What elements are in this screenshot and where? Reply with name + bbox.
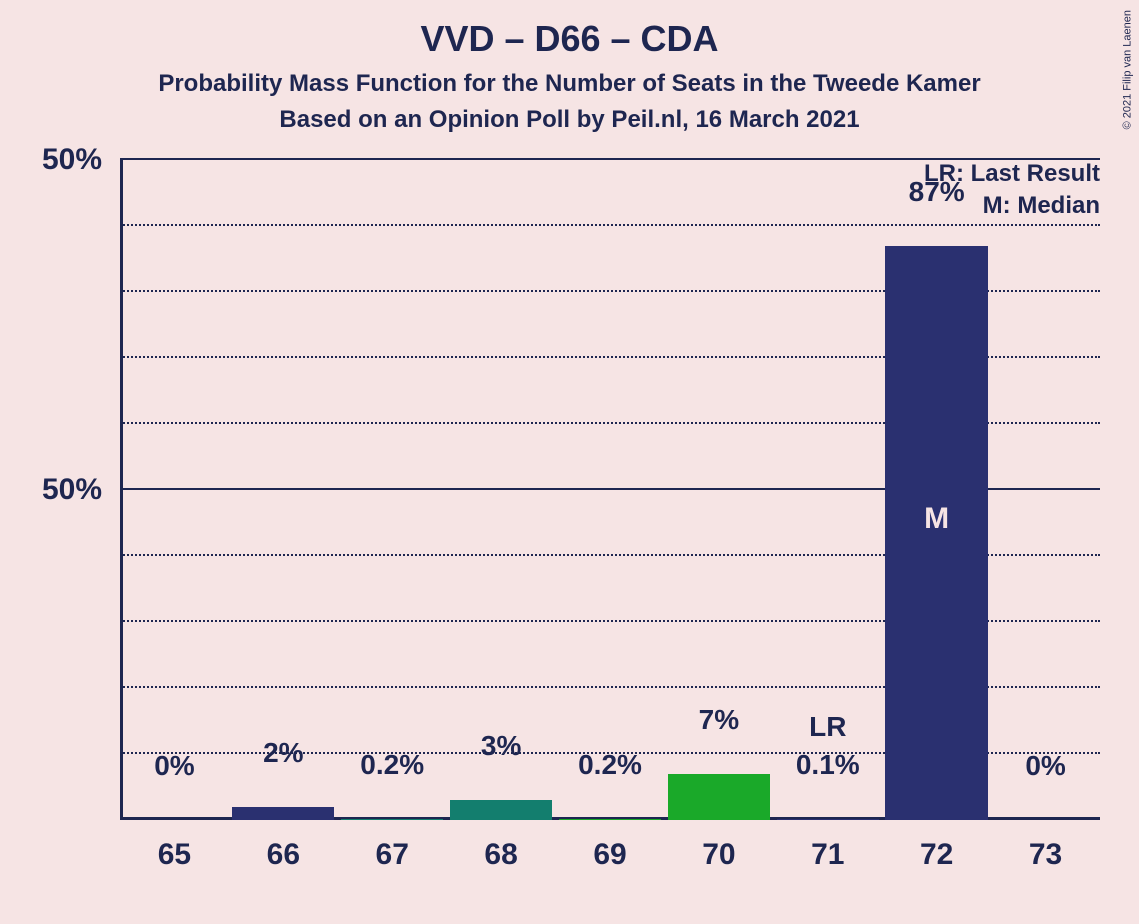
grid-minor [120, 224, 1100, 226]
x-tick-label: 69 [593, 838, 626, 872]
bar [559, 819, 661, 820]
bar-value-label: 87% [909, 176, 965, 208]
bar [232, 807, 334, 820]
bar [668, 774, 770, 820]
y-tick-label: 50% [42, 143, 102, 177]
chart-subtitle2: Based on an Opinion Poll by Peil.nl, 16 … [0, 106, 1139, 134]
bar-value-label: 7% [699, 704, 739, 736]
bar [777, 819, 879, 820]
bar-value-label: 0.2% [578, 749, 642, 781]
y-tick-label: 50% [42, 473, 102, 507]
chart-title: VVD – D66 – CDA [0, 0, 1139, 60]
bar-value-label: 0% [154, 750, 194, 782]
chart-area: LR: Last Result M: Median 50%50%0%652%66… [120, 160, 1100, 820]
x-tick-label: 66 [267, 838, 300, 872]
bar-value-label: 0% [1025, 750, 1065, 782]
x-tick-label: 68 [484, 838, 517, 872]
copyright-text: © 2021 Filip van Laenen [1121, 10, 1133, 129]
bar-value-label: 0.2% [360, 749, 424, 781]
x-tick-label: 72 [920, 838, 953, 872]
bar [341, 819, 443, 820]
x-tick-label: 67 [376, 838, 409, 872]
bar-value-label: 3% [481, 730, 521, 762]
lr-marker: LR [809, 711, 846, 743]
bar-value-label: 0.1% [796, 749, 860, 781]
chart-subtitle: Probability Mass Function for the Number… [0, 70, 1139, 98]
bar [450, 800, 552, 820]
x-tick-label: 70 [702, 838, 735, 872]
x-tick-label: 73 [1029, 838, 1062, 872]
grid-major [120, 158, 1100, 160]
x-tick-label: 65 [158, 838, 191, 872]
x-tick-label: 71 [811, 838, 844, 872]
median-marker: M [924, 502, 949, 536]
bar-value-label: 2% [263, 737, 303, 769]
y-axis [120, 160, 123, 820]
